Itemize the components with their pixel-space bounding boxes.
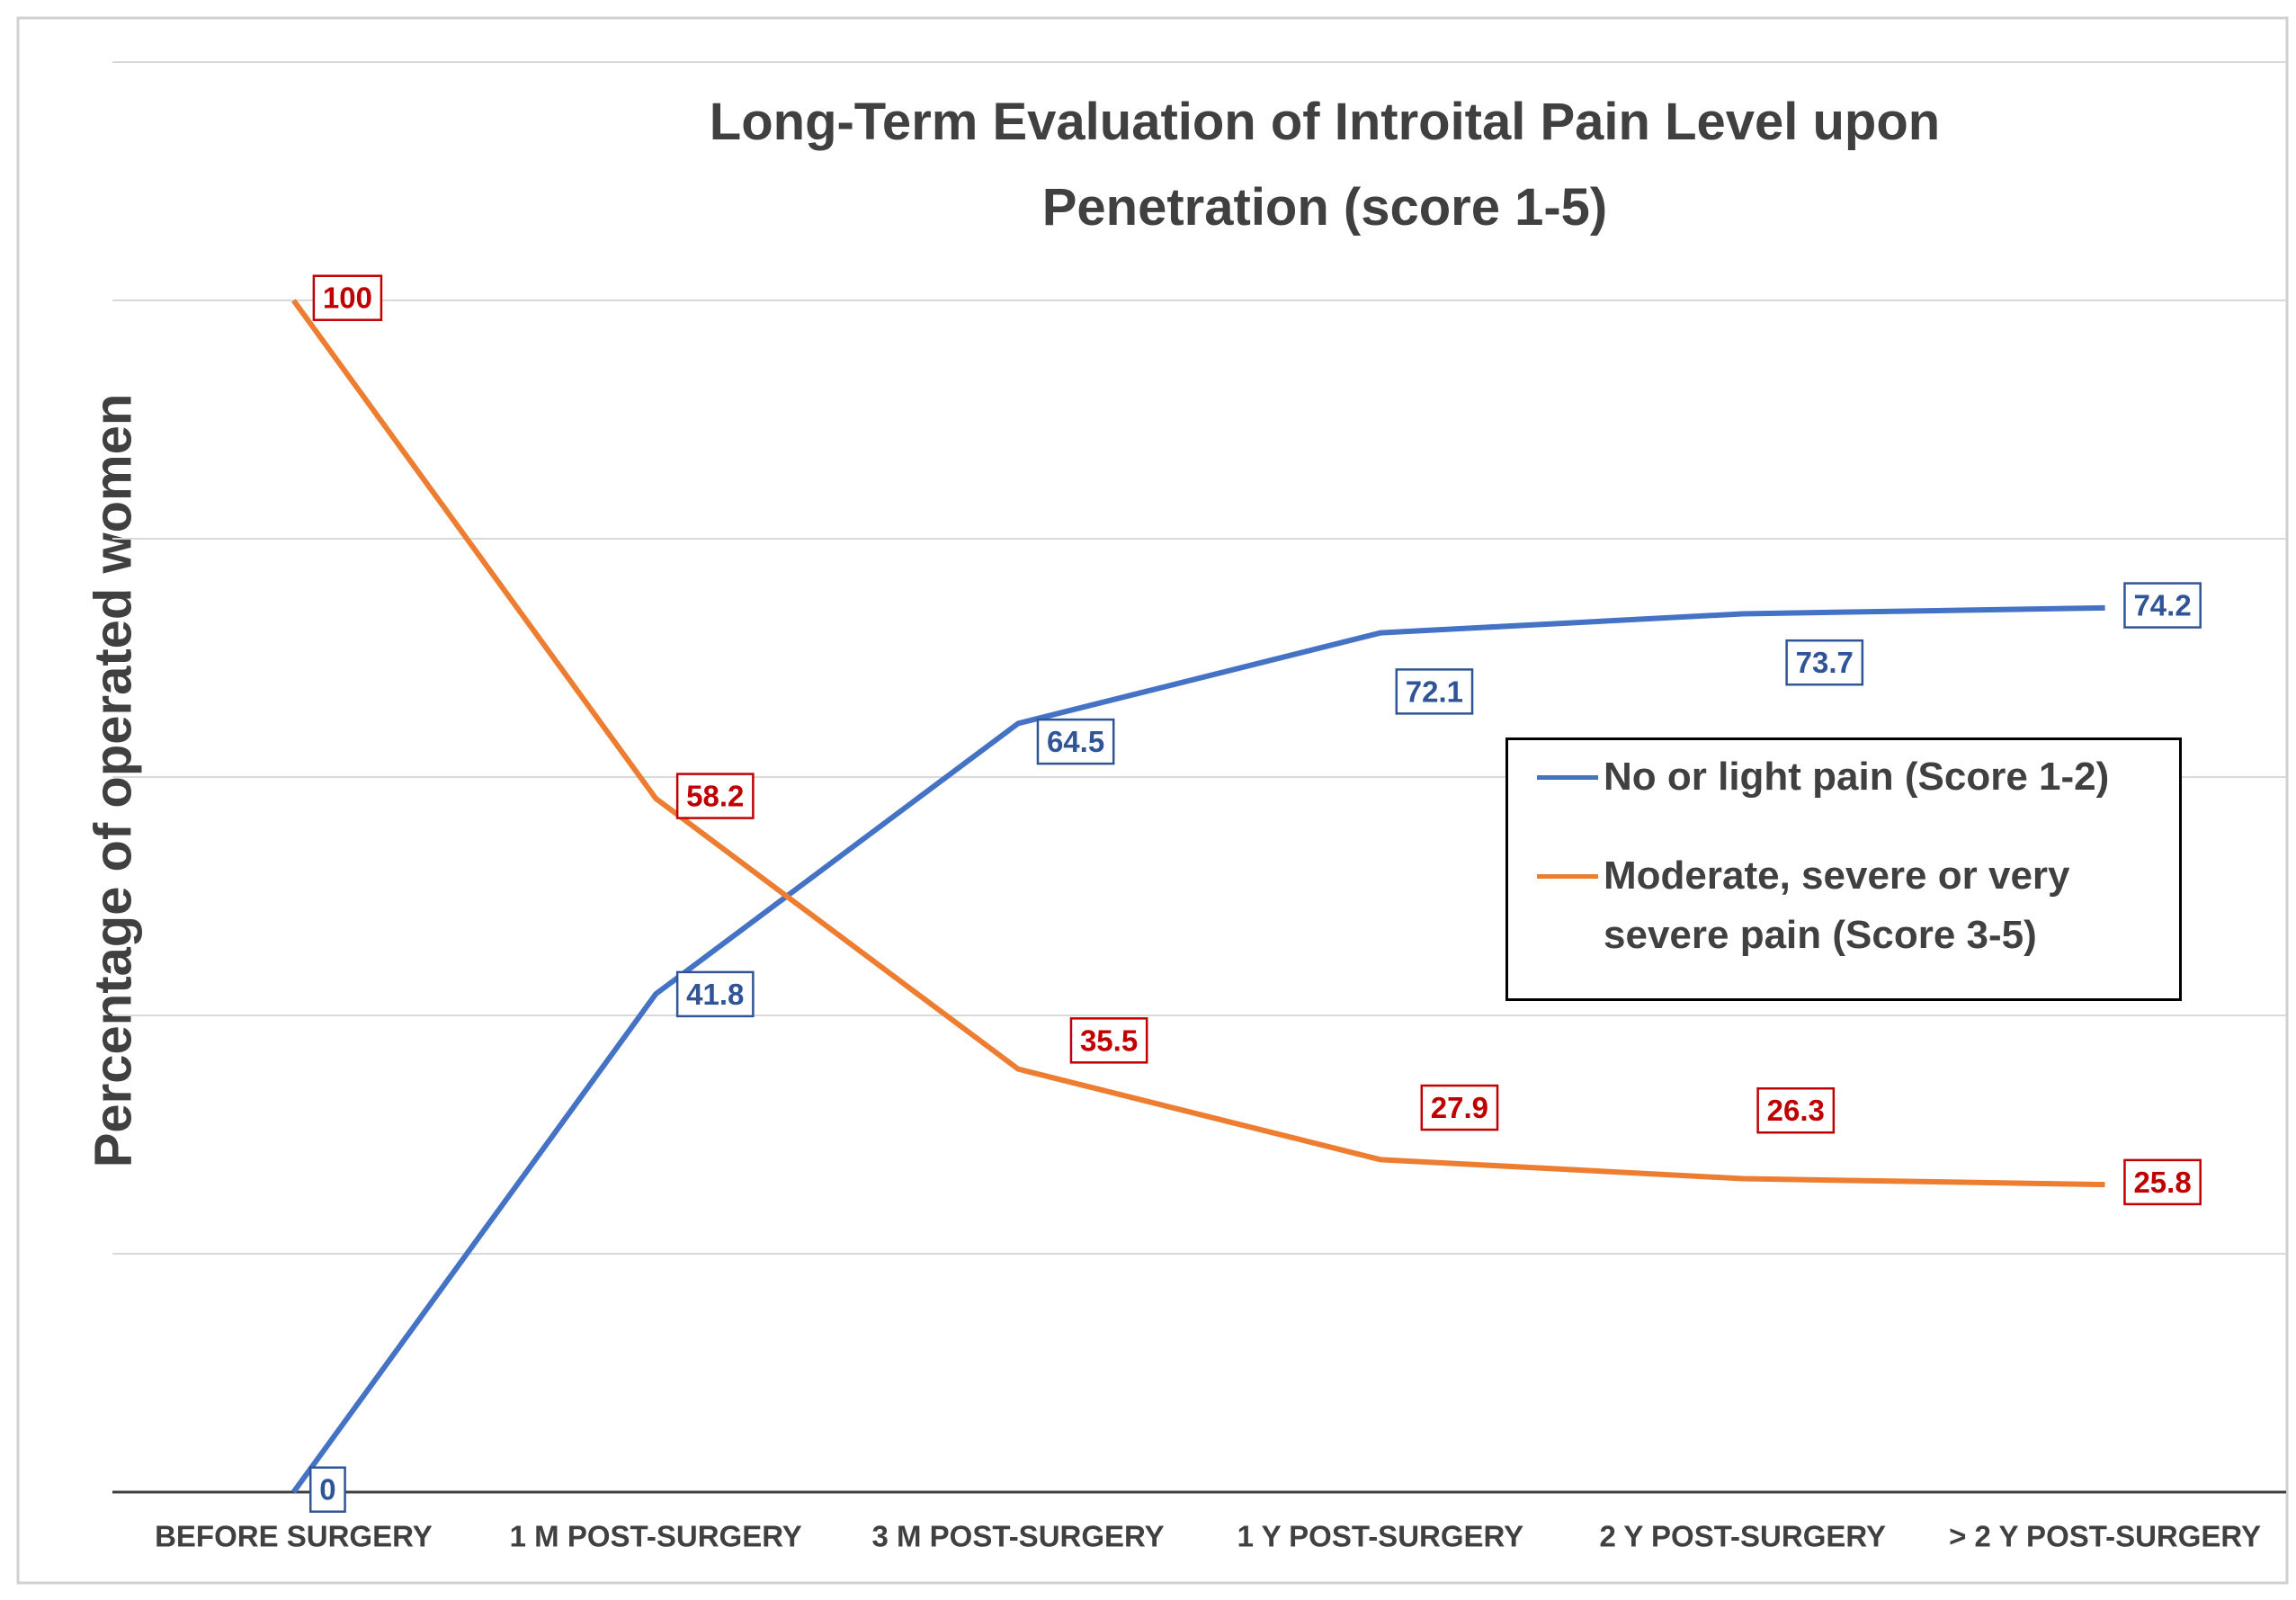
data-label: 74.2 [2133,589,2191,622]
x-tick-label: 2 Y POST-SURGERY [1600,1520,1887,1553]
legend-swatch [1537,775,1598,780]
line [290,604,2105,1494]
x-tick-label: 3 M POST-SURGERY [871,1520,1164,1553]
x-tick-label: > 2 Y POST-SURGERY [1949,1520,2261,1553]
data-label-box [2123,1158,2202,1206]
data-label-box [1036,718,1115,765]
data-label-box [2123,582,2202,629]
x-tick-label: 1 Y POST-SURGERY [1237,1520,1524,1553]
legend: No or light pain (Score 1-2) Moderate, se… [1505,737,2182,1001]
data-label: 27.9 [1431,1091,1488,1124]
data-label-box [1420,1084,1499,1131]
x-tick-label: BEFORE SURGERY [155,1520,433,1553]
data-label-box [1395,668,1474,715]
chart-border [16,16,2289,1585]
legend-swatch [1537,874,1598,879]
data-label: 41.8 [686,978,744,1011]
data-label: 72.1 [1406,675,1463,708]
y-axis-label: Percentage of operated women [84,394,142,1168]
data-label-box [308,1466,346,1513]
line [290,299,2105,1188]
data-label-box [1785,639,1864,686]
data-label: 26.3 [1767,1094,1825,1127]
data-label-box [1069,1017,1148,1064]
data-label-box [675,970,755,1018]
chart-title: Long-Term Evaluation of Introital Pain L… [709,93,1941,237]
x-tick-label: 1 M POST-SURGERY [510,1520,802,1553]
data-label: 0 [319,1473,335,1506]
data-label-box [1756,1086,1836,1134]
data-label: 73.7 [1796,646,1854,679]
data-label-box [312,274,383,321]
data-label: 58.2 [686,780,744,813]
data-label: 64.5 [1047,725,1104,758]
data-label: 100 [323,282,372,315]
data-label: 25.8 [2133,1166,2191,1199]
data-label-box [675,773,755,819]
legend-label: No or light pain (Score 1-2) [1604,755,2110,799]
data-label: 35.5 [1080,1023,1138,1057]
legend-label: Moderate, severe or very severe pain (Sc… [1604,854,2070,957]
